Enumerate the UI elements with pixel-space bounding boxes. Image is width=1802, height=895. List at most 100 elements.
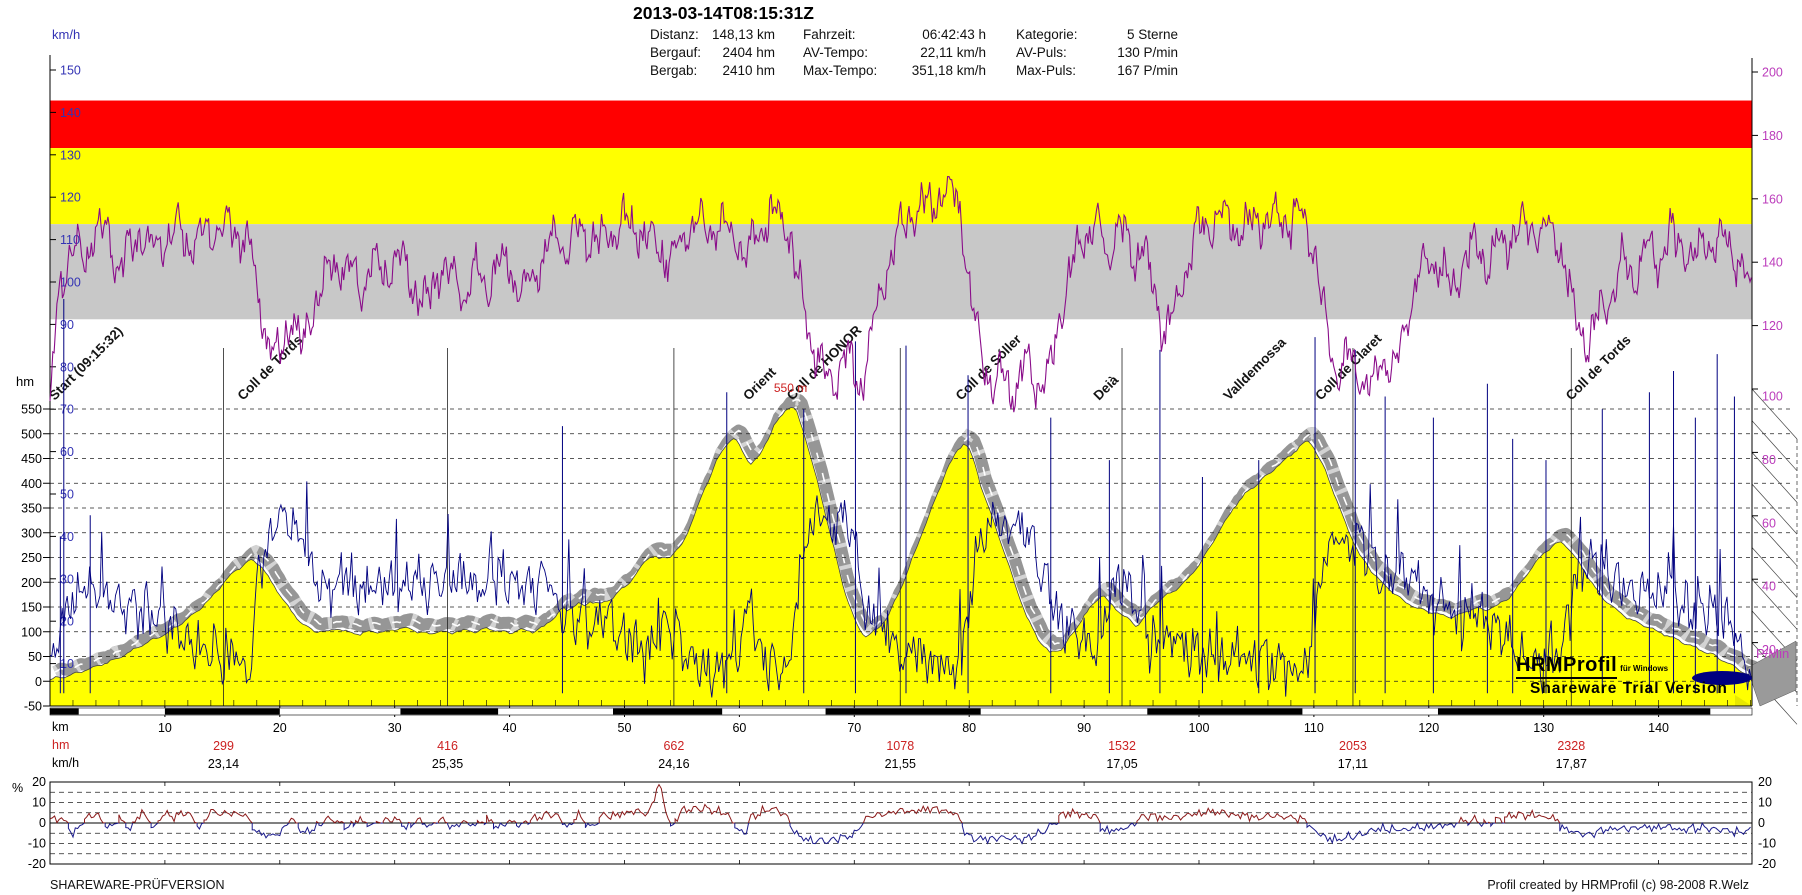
hm-tick-label: 350 (21, 502, 42, 516)
gradient-positive-segment (506, 819, 517, 824)
km-tick-label: 100 (1189, 721, 1210, 735)
speed-tick-label: 60 (60, 445, 74, 459)
hm-tick-label: 50 (28, 650, 42, 664)
gradient-positive-segment (748, 804, 791, 824)
pulse-tick-label: 40 (1762, 580, 1776, 594)
gradient-positive-segment (323, 815, 345, 824)
gradient-negative-segment (297, 822, 318, 835)
stripe-bar-segment (400, 708, 499, 715)
gradient-negative-segment (734, 822, 750, 835)
stat-bergauf: Bergauf: 2404 hm (650, 45, 775, 60)
pulse-tick-label: 100 (1762, 390, 1783, 404)
gradient-negative-segment (1467, 822, 1471, 827)
gradient-negative-segment (516, 822, 524, 829)
speed-tick-label: 130 (60, 148, 81, 162)
footer-shareware-note: SHAREWARE-PRÜFVERSION (50, 878, 225, 892)
pulse-3d-diagonal (1751, 452, 1798, 503)
split-kmh-value: 17,05 (1106, 757, 1137, 771)
gradient-positive-segment (1136, 807, 1308, 825)
gradient-tick-label-right: -10 (1758, 837, 1776, 851)
stat-value: 167 P/min (1117, 63, 1178, 78)
stat-value: 130 P/min (1117, 45, 1178, 60)
gradient-negative-segment (343, 822, 352, 831)
split-kmh-value: 17,87 (1556, 757, 1587, 771)
gradient-positive-segment (1058, 807, 1101, 824)
stat-value: 148,13 km (711, 27, 775, 42)
footer-credit: Profil created by HRMProfil (c) 98-2008 … (1487, 878, 1749, 892)
hm-tick-label: 200 (21, 576, 42, 590)
gradient-positive-segment (350, 820, 354, 824)
watermark-brand: HRMProfil (1516, 654, 1618, 679)
stat-label: Bergab: (650, 63, 698, 78)
gradient-negative-segment (527, 822, 531, 826)
gradient-negative-segment (447, 822, 462, 831)
stat-distanz: Distanz: 148,13 km (650, 27, 775, 42)
km-tick-label: 60 (732, 721, 746, 735)
gradient-negative-segment (1099, 822, 1138, 835)
gradient-negative-segment (401, 822, 409, 831)
km-tick-label: 10 (158, 721, 172, 735)
split-hm-value: 2053 (1339, 739, 1367, 753)
hm-tick-label: 150 (21, 601, 42, 615)
gradient-positive-segment (573, 808, 586, 824)
pulse-3d-diagonal (1751, 420, 1798, 471)
gradient-positive-segment (437, 816, 448, 824)
gradient-positive-segment (157, 809, 198, 824)
gradient-axis-unit: % (12, 781, 24, 795)
climb-label: Coll de Sóller (953, 331, 1025, 403)
gradient-positive-segment (132, 808, 152, 824)
pulse-tick-label: 20 (1762, 643, 1776, 657)
stripe-bar-segment (825, 708, 981, 715)
gradient-negative-segment (584, 822, 600, 829)
gradient-negative-segment (1485, 822, 1489, 825)
stat-label: Bergauf: (650, 45, 702, 60)
elevation-profile (49, 393, 1759, 706)
stat-max-puls: Max-Puls: 167 P/min (1016, 63, 1178, 78)
gradient-positive-segment (316, 820, 320, 824)
speed-end-cluster (1692, 671, 1752, 685)
km-tick-label: 110 (1304, 721, 1324, 735)
gradient-negative-segment (352, 822, 357, 828)
gradient-negative-segment (410, 822, 416, 829)
pulse-tick-label: 80 (1762, 453, 1776, 467)
speed-tick-label: 20 (60, 615, 74, 629)
stat-fahrzeit: Fahrzeit: 06:42:43 h (803, 27, 986, 42)
km-tick-label: 20 (273, 721, 287, 735)
gradient-negative-segment (670, 822, 676, 827)
hm-tick-label: 0 (35, 675, 42, 689)
gradient-positive-segment (1469, 814, 1480, 824)
page-title: 2013-03-14T08:15:31Z (633, 3, 814, 23)
km-tick-label: 90 (1077, 721, 1091, 735)
gradient-positive-segment (476, 819, 485, 824)
pulse-trace (49, 176, 1752, 413)
gradient-negative-segment (493, 822, 508, 830)
gradient-positive-segment (49, 815, 69, 824)
speed-line (49, 481, 1752, 698)
pulse-3d-diagonal (1751, 483, 1798, 535)
gradient-negative-segment (125, 822, 134, 832)
stat-label: Kategorie: (1016, 27, 1078, 42)
gradient-negative-segment (789, 822, 864, 845)
climb-label: Start (09:15:32) (46, 324, 126, 404)
hm-tick-label: 500 (21, 427, 42, 441)
stripe-bar-segment (164, 708, 280, 715)
split-hm-row-label: hm (52, 738, 70, 752)
gradient-negative-segment (196, 822, 205, 830)
gradient-positive-segment (460, 820, 469, 824)
split-kmh-value: 23,14 (208, 757, 239, 771)
gradient-positive-segment (598, 783, 671, 824)
gradient-positive-segment (1483, 818, 1487, 824)
split-kmh-value: 24,16 (658, 757, 689, 771)
gradient-tick-label: 10 (32, 796, 46, 810)
watermark-brand-suffix: für Windows (1620, 664, 1669, 673)
stat-value: 06:42:43 h (922, 27, 986, 42)
gradient-tick-label: 0 (39, 816, 46, 830)
pulse-3d-diagonal (1751, 515, 1798, 567)
watermark-brand-line: HRMProfil für Windows (1516, 654, 1728, 679)
gradient-positive-segment (414, 817, 423, 824)
speed-tick-label: 90 (60, 318, 74, 332)
gradient-negative-segment (467, 822, 478, 827)
speed-tick-label: 10 (60, 657, 74, 671)
gradient-negative-segment (421, 822, 435, 828)
